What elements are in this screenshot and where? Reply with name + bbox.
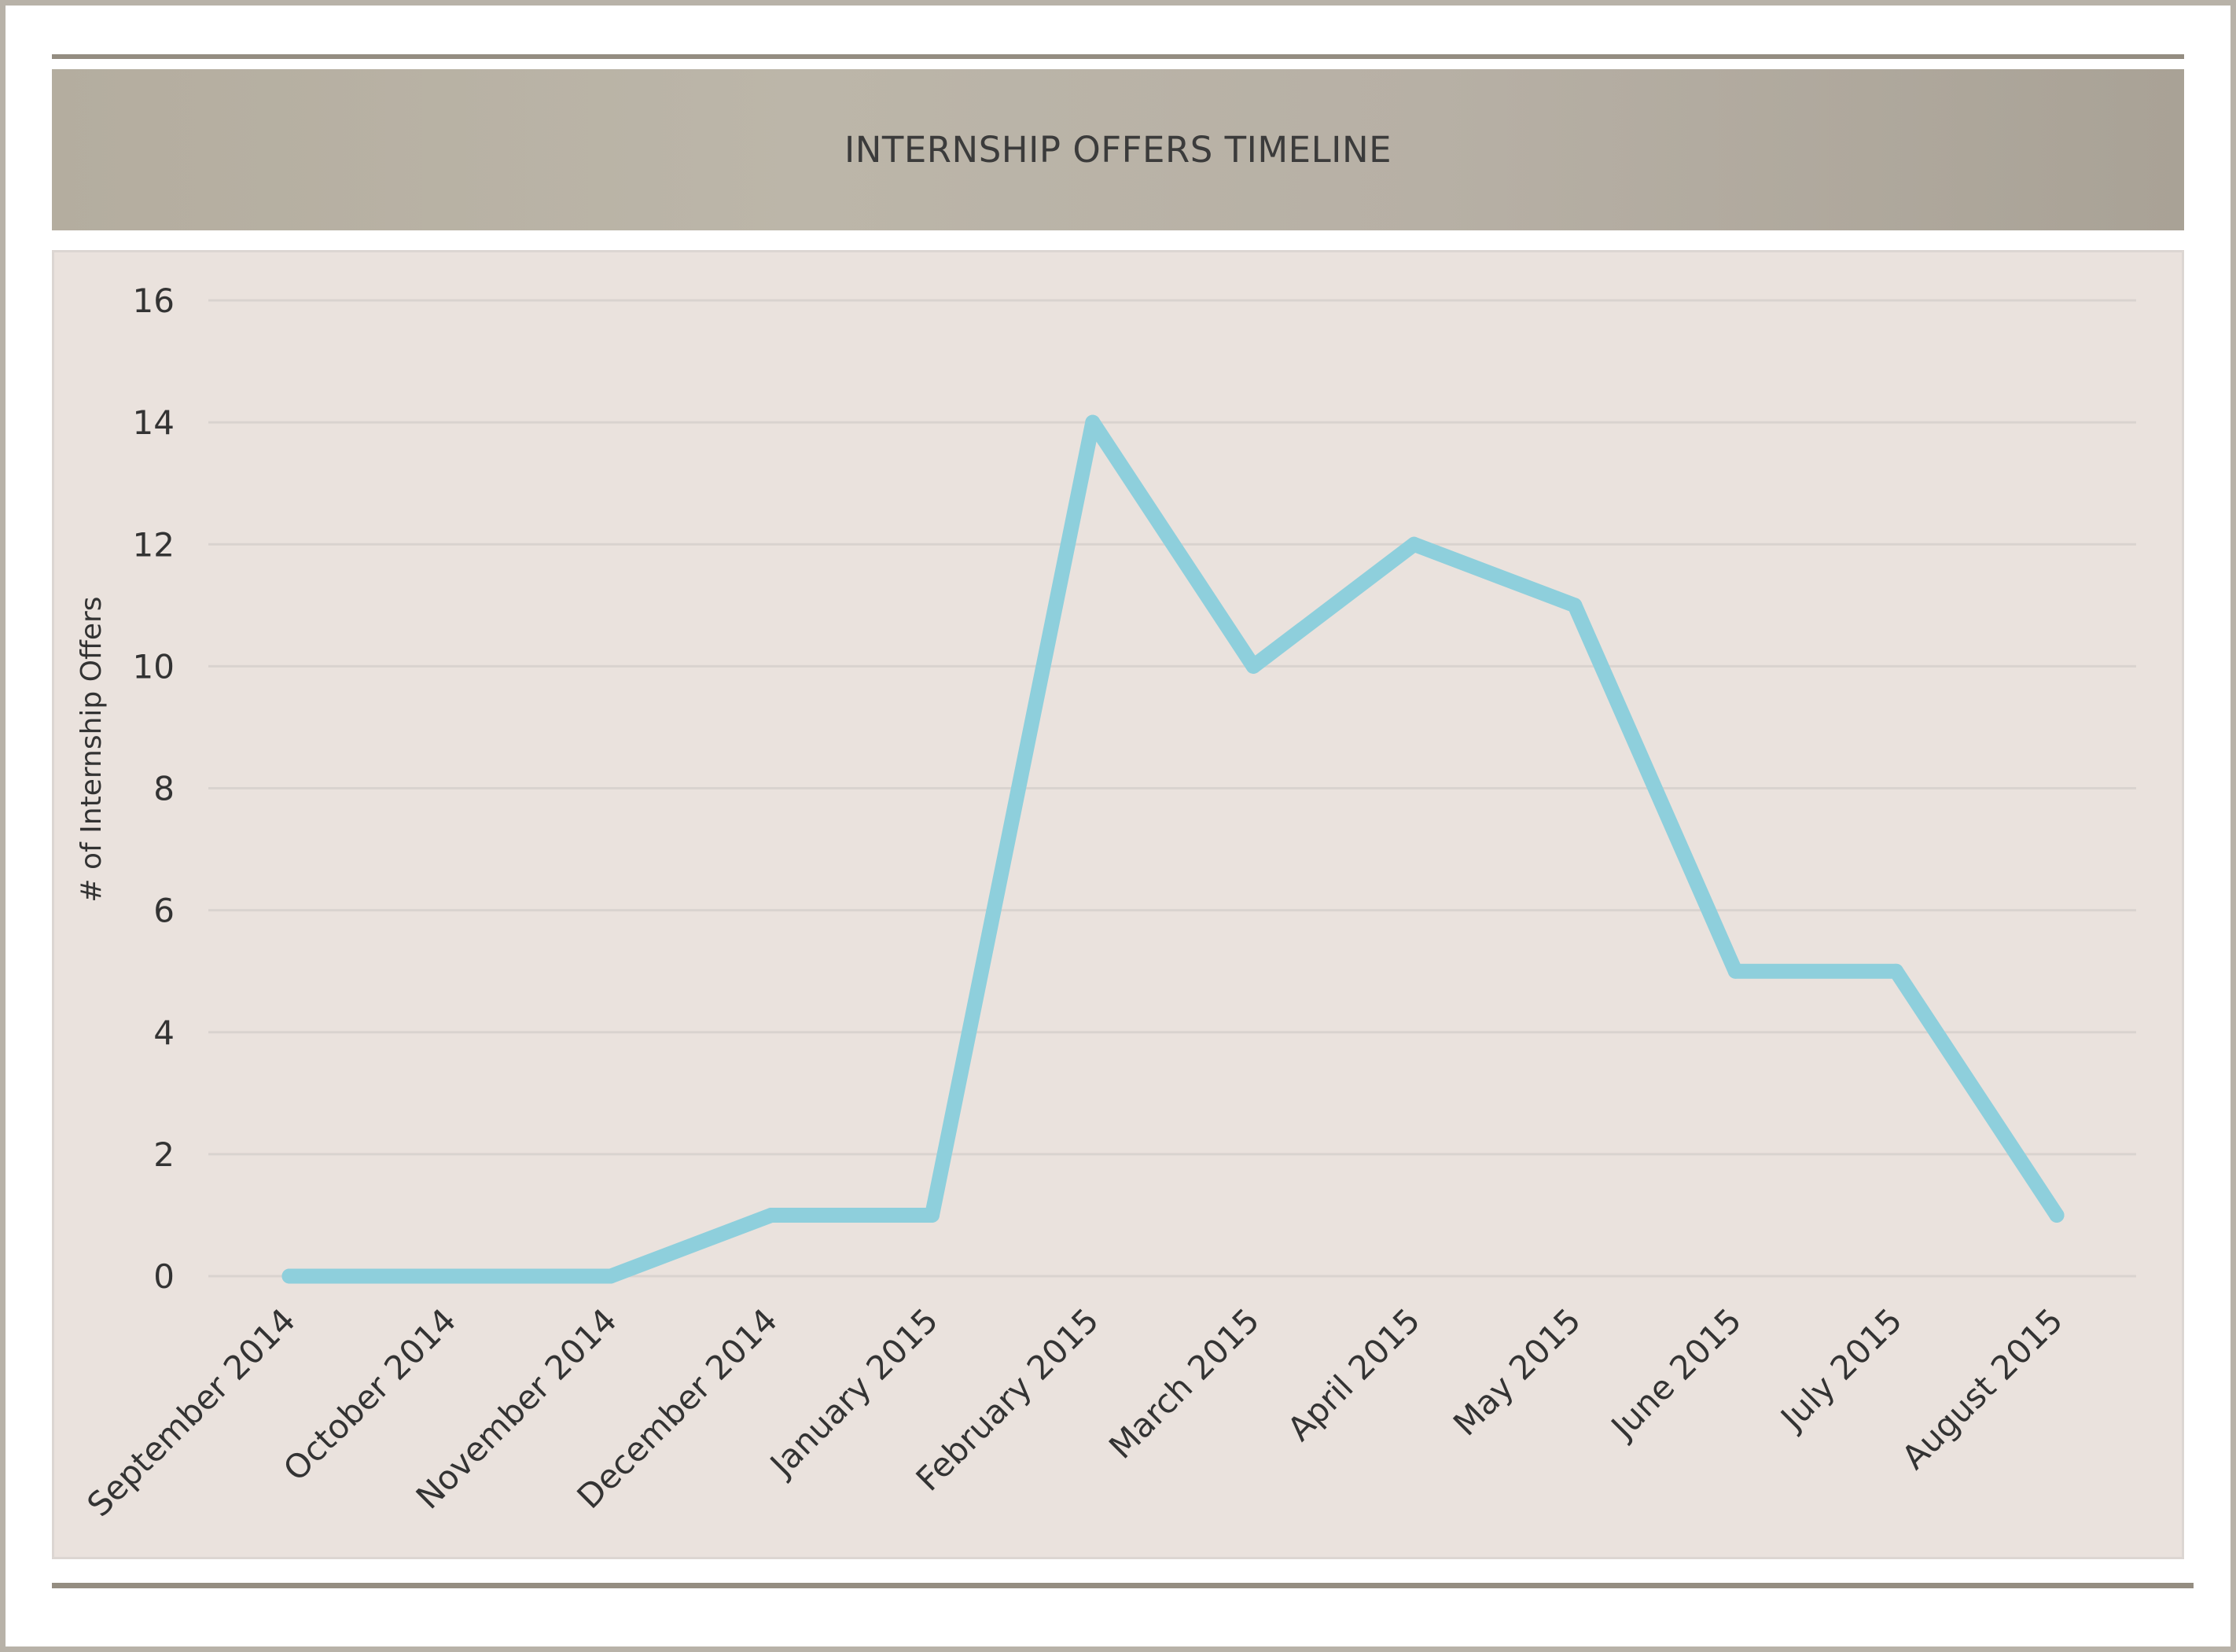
data-point [924,1207,940,1223]
x-tick-label: October 2014 [276,1301,464,1488]
x-tick-label: September 2014 [79,1301,303,1524]
y-axis-ticks: 0 2 4 6 8 10 12 14 16 [133,281,175,1296]
x-tick-label: April 2015 [1280,1301,1428,1448]
x-tick-label: August 2015 [1894,1301,2070,1477]
x-tick-label: March 2015 [1101,1301,1267,1466]
gridlines [208,299,2136,1278]
data-point [281,1268,297,1284]
bottom-rule [52,1583,2194,1588]
series-layer [281,414,2065,1284]
data-point [1567,598,1583,613]
x-tick-label: January 2015 [761,1301,945,1485]
title-band: INTERNSHIP OFFERS TIMELINE [52,69,2184,230]
y-tick-label: 4 [153,1014,175,1052]
y-tick-label: 8 [153,770,175,808]
y-tick-label: 0 [153,1257,175,1296]
series-line-0 [281,414,2065,1284]
data-point [1727,963,1743,979]
y-tick-label: 2 [153,1135,175,1174]
x-tick-label: July 2015 [1771,1301,1909,1438]
y-tick-label: 12 [133,525,175,564]
x-tick-label: May 2015 [1446,1301,1588,1443]
y-tick-label: 14 [133,403,175,442]
y-axis-label: # of Internship Offers [75,596,108,902]
y-tick-label: 16 [133,281,175,320]
data-point [1888,963,1904,979]
data-point [442,1268,458,1284]
data-point [1407,536,1422,552]
data-point [2049,1207,2065,1223]
data-point [1245,658,1261,674]
chart-title: INTERNSHIP OFFERS TIMELINE [844,129,1392,171]
data-point [1085,414,1101,430]
top-rule [52,54,2184,59]
data-point [603,1268,619,1284]
y-tick-label: 6 [153,892,175,930]
y-tick-label: 10 [133,647,175,686]
x-tick-label: June 2015 [1602,1301,1749,1447]
data-point [763,1207,779,1223]
